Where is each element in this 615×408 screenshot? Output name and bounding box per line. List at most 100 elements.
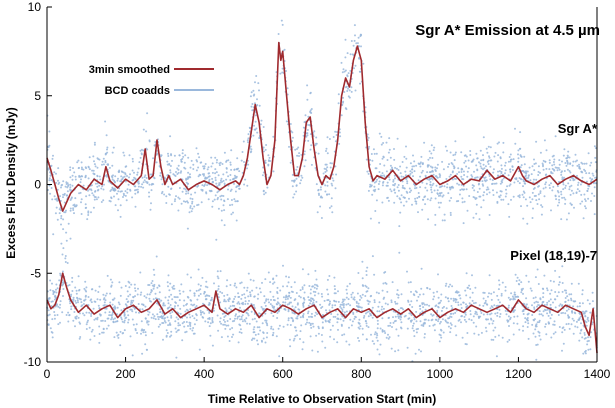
bcd-point <box>562 183 565 186</box>
bcd-point <box>353 24 356 27</box>
bcd-point <box>245 317 248 320</box>
bcd-point <box>225 309 228 312</box>
bcd-point <box>466 170 469 173</box>
bcd-point <box>267 164 270 167</box>
bcd-point <box>547 314 550 317</box>
bcd-point <box>331 304 334 307</box>
bcd-point <box>140 148 143 151</box>
bcd-point <box>373 299 376 302</box>
bcd-point <box>302 313 305 315</box>
bcd-point <box>570 297 572 300</box>
bcd-point <box>74 317 77 320</box>
bcd-point <box>55 172 57 175</box>
bcd-point <box>593 195 596 197</box>
bcd-point <box>48 179 51 182</box>
bcd-point <box>486 151 489 154</box>
bcd-point <box>118 303 121 306</box>
bcd-point <box>524 317 527 320</box>
bcd-point <box>451 285 454 288</box>
bcd-point <box>65 239 68 242</box>
x-tick-label: 400 <box>194 367 214 381</box>
bcd-point <box>309 148 312 151</box>
bcd-point <box>331 306 334 309</box>
bcd-point <box>535 300 538 303</box>
bcd-point <box>581 289 584 292</box>
bcd-point <box>211 171 214 174</box>
bcd-point <box>217 207 220 210</box>
bcd-point <box>131 301 134 304</box>
bcd-point <box>70 308 73 311</box>
bcd-point <box>312 299 315 302</box>
bcd-point <box>92 155 95 158</box>
bcd-point <box>84 298 87 301</box>
bcd-point <box>60 217 63 220</box>
bcd-point <box>299 316 302 319</box>
bcd-point <box>220 198 223 201</box>
bcd-point <box>234 190 237 193</box>
bcd-point <box>371 193 374 196</box>
bcd-point <box>504 169 507 172</box>
bcd-point <box>324 190 327 193</box>
bcd-point <box>472 185 475 187</box>
bcd-point <box>344 56 347 59</box>
bcd-point <box>219 179 222 182</box>
bcd-point <box>489 146 492 149</box>
bcd-point <box>488 175 491 177</box>
bcd-point <box>426 171 429 174</box>
bcd-point <box>555 198 558 201</box>
bcd-point <box>408 312 411 315</box>
bcd-point <box>374 188 377 191</box>
bcd-point <box>482 184 485 187</box>
bcd-point <box>270 327 273 330</box>
x-tick-label: 1200 <box>505 367 532 381</box>
bcd-point <box>389 324 391 327</box>
bcd-point <box>67 284 69 287</box>
bcd-point <box>197 283 200 286</box>
bcd-point <box>357 326 360 329</box>
bcd-point <box>258 89 260 92</box>
bcd-point <box>490 298 493 301</box>
bcd-point <box>256 98 258 101</box>
bcd-point <box>326 193 328 196</box>
bcd-point <box>150 316 153 319</box>
bcd-point <box>117 301 120 304</box>
bcd-point <box>527 280 530 283</box>
bcd-point <box>357 302 360 305</box>
bcd-point <box>238 315 241 318</box>
bcd-point <box>522 329 524 332</box>
bcd-point <box>498 279 500 282</box>
bcd-point <box>181 152 184 155</box>
bcd-point <box>562 188 565 191</box>
bcd-point <box>344 86 347 89</box>
bcd-point <box>217 190 220 193</box>
bcd-point <box>556 169 559 172</box>
bcd-point <box>257 293 260 296</box>
bcd-point <box>428 304 431 307</box>
bcd-point <box>485 330 488 333</box>
bcd-point <box>552 332 555 335</box>
bcd-point <box>376 178 378 181</box>
bcd-point <box>352 298 355 300</box>
bcd-point <box>181 149 184 152</box>
bcd-point <box>206 286 209 289</box>
bcd-point <box>486 160 489 163</box>
bcd-point <box>333 292 336 295</box>
bcd-point <box>309 322 312 325</box>
bcd-point <box>326 166 329 169</box>
bcd-point <box>428 177 431 180</box>
bcd-point <box>189 316 192 319</box>
bcd-point <box>511 165 514 168</box>
bcd-point <box>307 139 310 142</box>
bcd-point <box>343 298 346 301</box>
bcd-point <box>569 179 572 182</box>
bcd-point <box>538 331 541 334</box>
bcd-point <box>449 188 452 191</box>
bcd-point <box>421 162 424 165</box>
bcd-point <box>546 301 549 304</box>
bcd-point <box>317 152 320 155</box>
bcd-point <box>295 177 298 180</box>
bcd-point <box>272 135 275 138</box>
bcd-point <box>117 198 120 201</box>
bcd-point <box>314 269 317 272</box>
bcd-point <box>570 293 573 296</box>
